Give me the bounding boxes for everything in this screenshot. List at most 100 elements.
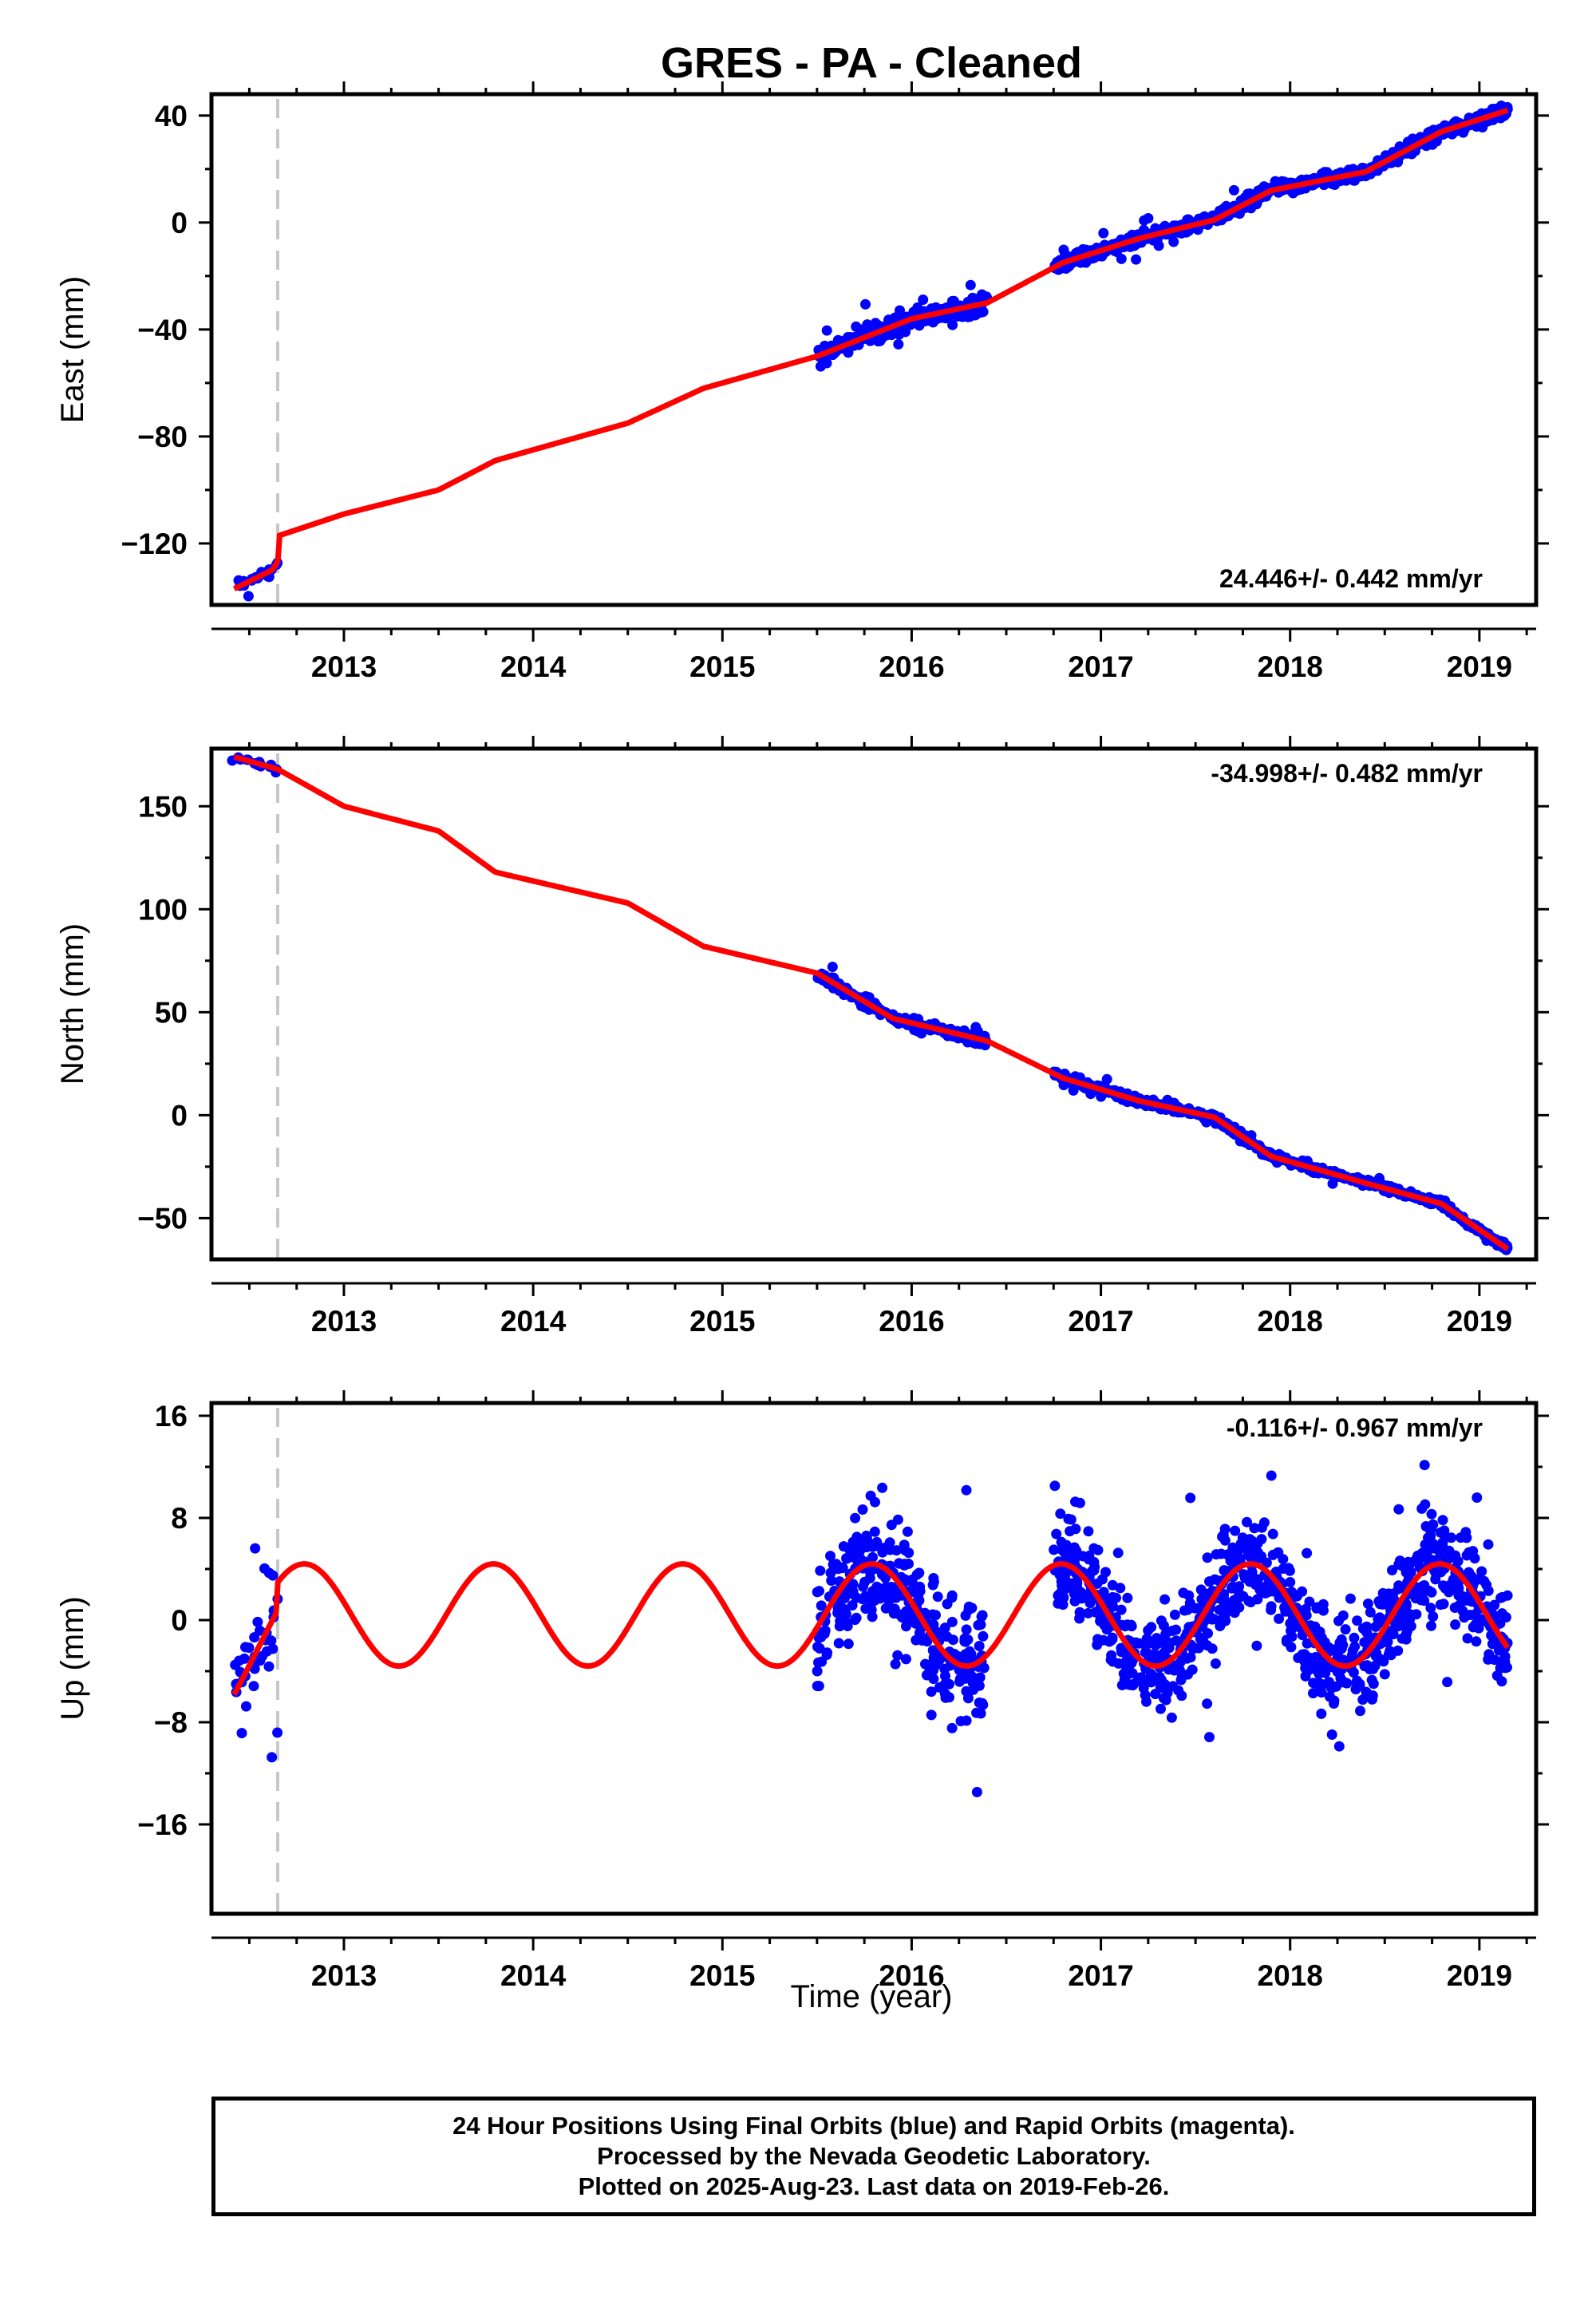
y-tick-label: −80	[137, 421, 188, 453]
data-point	[1202, 1588, 1213, 1599]
data-point	[1068, 1085, 1079, 1096]
data-point	[1416, 1552, 1428, 1563]
data-point	[894, 329, 905, 340]
data-point	[1441, 1582, 1452, 1593]
data-point	[1377, 1587, 1389, 1599]
data-point	[1483, 1585, 1494, 1596]
data-point	[815, 1565, 826, 1576]
footer-line-3: Plotted on 2025-Aug-23. Last data on 201…	[578, 2172, 1170, 2200]
data-point	[1446, 1532, 1457, 1543]
data-point	[1359, 1637, 1370, 1648]
data-point	[1489, 1599, 1500, 1611]
data-point	[1156, 1703, 1166, 1714]
y-axis-title: Up (mm)	[55, 1596, 90, 1721]
data-point	[1139, 215, 1150, 226]
data-point	[961, 1686, 972, 1697]
data-point	[1158, 1620, 1169, 1631]
y-tick-label: 0	[171, 207, 188, 239]
x-tick-label: 2019	[1447, 1305, 1512, 1338]
data-point	[850, 1614, 860, 1626]
data-point	[867, 1541, 878, 1552]
data-point	[928, 1674, 939, 1685]
data-point	[930, 1610, 941, 1621]
data-point	[1326, 1729, 1337, 1740]
data-point	[1101, 1073, 1112, 1085]
data-point	[1408, 1556, 1420, 1567]
data-point	[1435, 1527, 1446, 1538]
data-point	[1076, 1587, 1087, 1598]
data-point	[814, 1643, 825, 1654]
data-point	[926, 1709, 937, 1721]
data-point	[1286, 1587, 1298, 1599]
data-point	[978, 1699, 989, 1710]
x-tick-label: 2017	[1068, 1959, 1133, 1992]
data-point	[1131, 254, 1142, 265]
x-tick-label: 2014	[500, 1305, 567, 1338]
data-point	[1251, 1640, 1262, 1651]
data-point	[1049, 1480, 1061, 1492]
y-tick-label: 50	[155, 996, 188, 1029]
data-point	[267, 1570, 279, 1581]
data-point	[1349, 1641, 1361, 1652]
y-tick-label: −50	[137, 1202, 188, 1235]
data-point	[1425, 1603, 1436, 1614]
data-point	[952, 1651, 963, 1662]
data-point	[1069, 1542, 1080, 1553]
data-point	[1438, 1599, 1449, 1610]
data-point	[869, 1526, 880, 1537]
data-point	[899, 1559, 910, 1571]
data-point	[946, 1616, 958, 1627]
y-tick-label: −40	[137, 314, 188, 346]
data-point	[1450, 1550, 1461, 1561]
data-point	[1405, 1567, 1416, 1578]
data-point	[911, 1618, 922, 1629]
x-tick-label: 2014	[500, 650, 567, 683]
data-point	[1107, 1634, 1118, 1645]
data-point	[892, 1608, 903, 1619]
data-point	[890, 1658, 901, 1670]
data-point	[893, 338, 904, 350]
data-point	[1126, 1621, 1137, 1632]
data-point	[1167, 1681, 1179, 1692]
data-point	[903, 1547, 915, 1559]
data-point	[1183, 1590, 1195, 1601]
data-point	[920, 1658, 930, 1670]
data-point	[891, 1545, 902, 1556]
data-point	[875, 1593, 886, 1604]
data-point	[1299, 1650, 1310, 1661]
y-axis-title: North (mm)	[55, 923, 90, 1085]
data-point	[1464, 1610, 1476, 1620]
data-point	[818, 356, 829, 367]
data-point	[1461, 1595, 1472, 1606]
plot-frame-east	[209, 92, 1539, 607]
data-point	[1393, 1559, 1404, 1570]
data-point	[1070, 1524, 1081, 1535]
data-point	[1388, 1629, 1399, 1640]
data-point	[1316, 1708, 1327, 1719]
data-point	[1157, 1638, 1168, 1649]
data-point	[1092, 1639, 1103, 1650]
data-point	[963, 1601, 974, 1612]
data-point	[250, 1543, 261, 1554]
data-point	[964, 311, 975, 322]
data-point	[932, 1626, 942, 1638]
data-point	[1442, 1677, 1453, 1688]
data-point	[1202, 1552, 1213, 1563]
data-point	[940, 1670, 950, 1682]
data-point	[1049, 1544, 1060, 1555]
data-point	[1083, 1554, 1094, 1565]
x-tick-label: 2018	[1258, 1959, 1323, 1992]
data-point	[1378, 1656, 1389, 1667]
data-point	[976, 306, 987, 318]
data-point	[918, 294, 929, 305]
data-point	[1267, 1528, 1278, 1539]
data-point	[1396, 1633, 1408, 1644]
data-point	[812, 1666, 823, 1677]
data-point	[1393, 156, 1404, 168]
model-fit-line-up	[231, 1561, 1511, 1696]
data-point	[1434, 1551, 1445, 1563]
data-point	[850, 1512, 861, 1524]
data-point	[916, 1028, 927, 1039]
data-point	[1063, 1513, 1074, 1524]
data-point	[1384, 1649, 1394, 1660]
